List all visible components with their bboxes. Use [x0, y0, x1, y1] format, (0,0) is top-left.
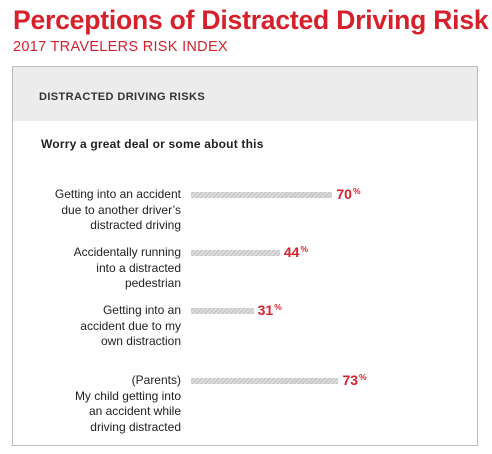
data-label: 44%	[284, 244, 308, 262]
bar	[191, 250, 280, 256]
data-label: 73%	[342, 372, 366, 390]
category-label: (Parents) My child getting into an accid…	[74, 373, 181, 434]
data-label-percent: %	[352, 186, 361, 196]
panel-title: DISTRACTED DRIVING RISKS	[39, 91, 206, 103]
data-label-value: 73	[342, 372, 359, 388]
category-label: Getting into an accident due to my own d…	[80, 303, 181, 348]
data-label: 70%	[336, 186, 360, 204]
data-label-percent: %	[359, 372, 367, 382]
chart-subtitle: 2017 TRAVELERS RISK INDEX	[13, 39, 228, 55]
bar	[191, 308, 254, 314]
survey-question: Worry a great deal or some about this	[41, 137, 264, 151]
data-label-value: 70	[336, 186, 352, 202]
bar	[191, 192, 333, 198]
data-label-value: 44	[283, 244, 300, 260]
data-label-percent: %	[300, 244, 309, 254]
category-label: Accidentally running into a distracted p…	[73, 245, 181, 290]
category-label: Getting into an accident due to another …	[54, 187, 181, 232]
chart-title: Perceptions of Distracted Driving Risk	[13, 5, 489, 35]
panel-header: DISTRACTED DRIVING RISKS	[13, 67, 477, 121]
chart-panel: DISTRACTED DRIVING RISKS Worry a great d…	[12, 66, 478, 446]
data-label-percent: %	[274, 302, 282, 312]
bar	[191, 378, 339, 384]
data-label: 31%	[258, 302, 282, 320]
data-label-value: 31	[257, 302, 274, 318]
